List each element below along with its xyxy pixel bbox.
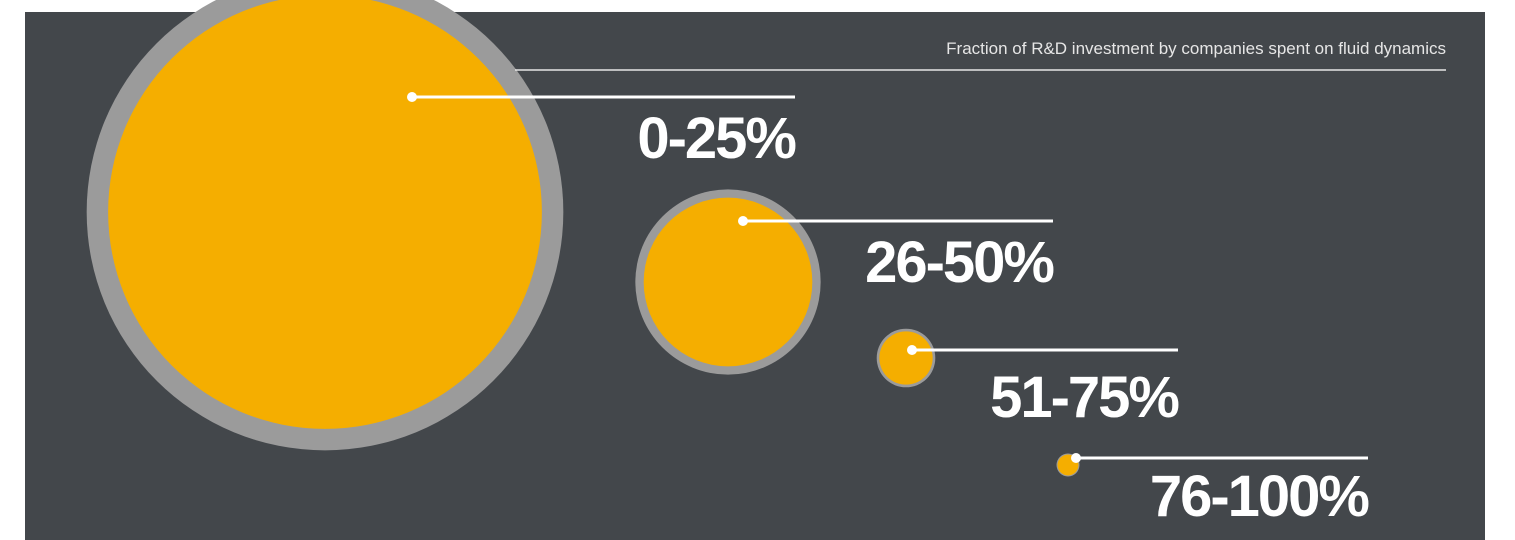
bubble (879, 331, 933, 385)
bubble (108, 0, 542, 429)
category-label: 76-100% (1150, 464, 1370, 529)
category-label: 51-75% (990, 365, 1179, 430)
category-label: 0-25% (637, 106, 796, 171)
bubble (643, 197, 813, 367)
pointer-dot (407, 92, 417, 102)
chart-title: Fraction of R&D investment by companies … (946, 39, 1446, 58)
category-label: 26-50% (865, 230, 1054, 295)
pointer-dot (1071, 453, 1081, 463)
pointer-dot (738, 216, 748, 226)
pointer-dot (907, 345, 917, 355)
